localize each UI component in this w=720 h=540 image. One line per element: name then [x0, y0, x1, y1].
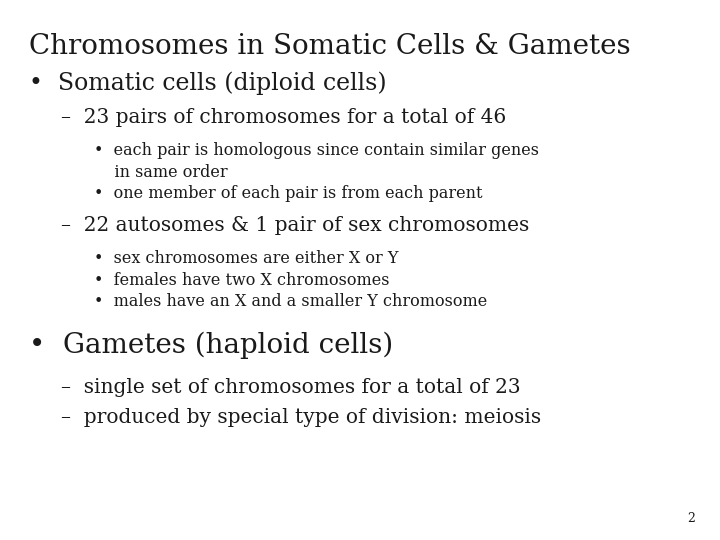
Text: 2: 2	[687, 512, 695, 525]
Text: Chromosomes in Somatic Cells & Gametes: Chromosomes in Somatic Cells & Gametes	[29, 33, 631, 60]
Text: –  23 pairs of chromosomes for a total of 46: – 23 pairs of chromosomes for a total of…	[61, 108, 506, 127]
Text: •  sex chromosomes are either X or Y: • sex chromosomes are either X or Y	[94, 250, 398, 267]
Text: –  22 autosomes & 1 pair of sex chromosomes: – 22 autosomes & 1 pair of sex chromosom…	[61, 216, 529, 235]
Text: •  one member of each pair is from each parent: • one member of each pair is from each p…	[94, 185, 482, 202]
Text: –  single set of chromosomes for a total of 23: – single set of chromosomes for a total …	[61, 378, 521, 397]
Text: •  Somatic cells (diploid cells): • Somatic cells (diploid cells)	[29, 71, 387, 95]
Text: •  each pair is homologous since contain similar genes: • each pair is homologous since contain …	[94, 142, 539, 159]
Text: •  females have two X chromosomes: • females have two X chromosomes	[94, 272, 389, 288]
Text: –  produced by special type of division: meiosis: – produced by special type of division: …	[61, 408, 541, 427]
Text: in same order: in same order	[94, 164, 228, 180]
Text: •  males have an X and a smaller Y chromosome: • males have an X and a smaller Y chromo…	[94, 293, 487, 310]
Text: •  Gametes (haploid cells): • Gametes (haploid cells)	[29, 332, 393, 360]
